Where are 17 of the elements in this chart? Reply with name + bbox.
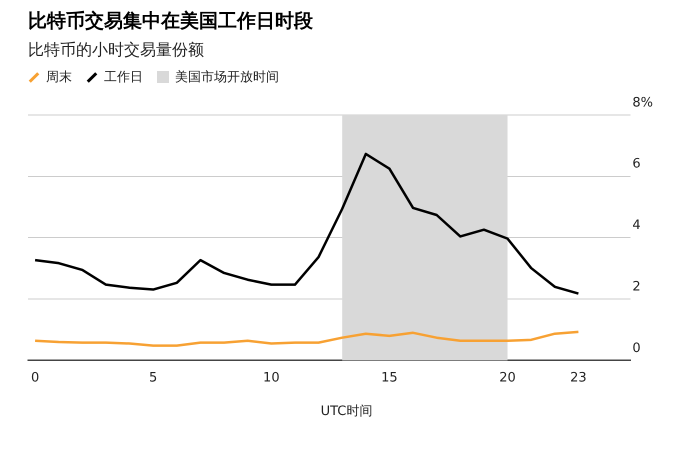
x-axis-title: UTC时间 <box>320 403 374 420</box>
legend-label: 周末 <box>46 69 72 86</box>
y-tick-label: 4 <box>632 218 641 234</box>
legend-label: 美国市场开放时间 <box>175 69 279 86</box>
legend-label: 工作日 <box>104 69 143 86</box>
x-tick-label: 5 <box>149 370 158 386</box>
x-tick-label: 15 <box>381 370 398 386</box>
chart-title: 比特币交易集中在美国工作日时段 <box>28 9 313 34</box>
chart-subtitle: 比特币的小时交易量份额 <box>28 40 204 61</box>
x-tick-label: 20 <box>499 370 516 386</box>
x-tick-label: 23 <box>570 370 587 386</box>
x-tick-label: 10 <box>263 370 280 386</box>
y-tick-label: 0 <box>632 340 641 356</box>
y-tick-label: 6 <box>632 156 641 172</box>
y-tick-label: 2 <box>632 279 641 294</box>
x-tick-label: 0 <box>30 370 40 386</box>
y-tick-label: 8% <box>632 95 653 110</box>
